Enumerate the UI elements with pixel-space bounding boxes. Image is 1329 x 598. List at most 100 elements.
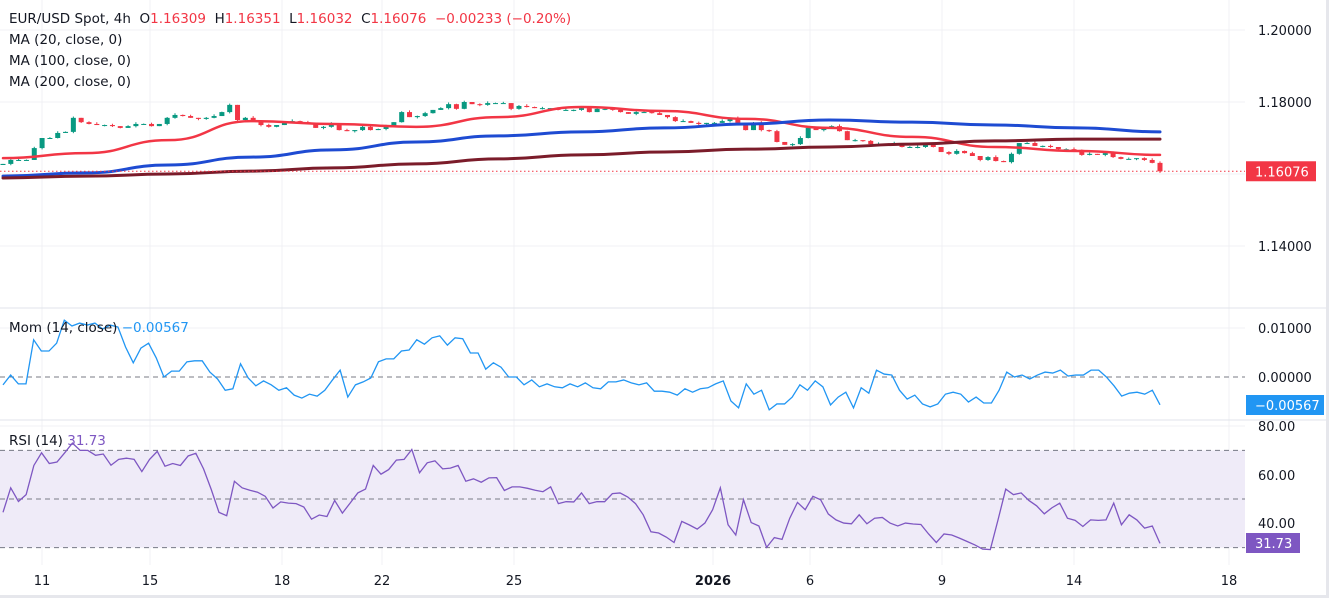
symbol-legend: EUR/USD Spot, 4h O1.16309 H1.16351 L1.16… <box>9 11 571 27</box>
time-axis-label: 15 <box>142 574 159 589</box>
candle-body <box>586 108 592 113</box>
candle-body <box>477 104 483 106</box>
candle-body <box>195 117 201 119</box>
candle-body <box>680 121 686 123</box>
candle-body <box>453 104 459 109</box>
candle-body <box>70 117 76 132</box>
candle-body <box>78 117 84 123</box>
ma200-line <box>1 137 1162 180</box>
time-axis-label: 22 <box>374 574 391 589</box>
candle-body <box>274 125 280 127</box>
candle-body <box>539 108 545 110</box>
axes: 1.20000 1.18000 1.14000 1.16076 0.01000 0.000… <box>34 24 1324 589</box>
candle-body <box>219 112 225 117</box>
candle-body <box>500 103 506 105</box>
candle-body <box>16 159 22 161</box>
candle-body <box>946 152 952 154</box>
momentum-legend[interactable]: Mom (14, close) −0.00567 <box>9 320 189 336</box>
candle-body <box>399 112 405 123</box>
rsi-axis-label: 80.00 <box>1258 420 1295 435</box>
time-axis-label: 18 <box>274 574 291 589</box>
candle-body <box>524 105 530 108</box>
candle-body <box>954 150 960 154</box>
candle-body <box>641 112 647 114</box>
candle-body <box>391 122 397 127</box>
candle-body <box>242 117 248 120</box>
candle-body <box>508 103 514 109</box>
candle-body <box>188 116 194 118</box>
candle-body <box>281 122 287 126</box>
candle-body <box>664 114 670 118</box>
candle-body <box>1008 153 1014 163</box>
candle-body <box>430 109 436 114</box>
candle-body <box>0 163 6 165</box>
ma100-line <box>1 118 1162 178</box>
last-price-badge <box>1246 161 1316 182</box>
rsi-axis-label: 60.00 <box>1258 469 1295 484</box>
candle-body <box>922 144 928 147</box>
candle-body <box>125 126 131 128</box>
candle-body <box>266 125 272 127</box>
candle-body <box>94 123 100 126</box>
candle-body <box>852 140 858 142</box>
candle-body <box>633 112 639 114</box>
candle-body <box>1118 157 1124 159</box>
candle-body <box>485 103 491 105</box>
candle-body <box>149 123 155 127</box>
close-label: C <box>361 11 371 27</box>
candle-body <box>1087 153 1093 155</box>
candle-body <box>797 138 803 145</box>
candle-body <box>258 121 264 126</box>
candle-body <box>469 102 475 105</box>
ma200-legend[interactable]: MA (200, close, 0) <box>9 74 132 90</box>
candle-body <box>602 108 608 110</box>
candle-body <box>86 122 92 124</box>
candle-body <box>750 122 756 131</box>
last-price-badge-text: 1.16076 <box>1255 165 1309 180</box>
candle-body <box>1040 145 1046 147</box>
candle-body <box>117 126 123 128</box>
momentum-axis-label: 0.00000 <box>1258 371 1312 386</box>
candle-body <box>1032 143 1038 146</box>
open-label: O <box>139 11 151 27</box>
rsi-axis-label: 40.00 <box>1258 517 1295 532</box>
candle-body <box>813 127 819 131</box>
candle-body <box>47 138 53 139</box>
candle-body <box>446 104 452 109</box>
candle-body <box>109 125 115 127</box>
candle-body <box>297 121 303 123</box>
candle-body <box>719 121 725 123</box>
candle-body <box>985 157 991 160</box>
momentum-axis-label: 0.01000 <box>1258 322 1312 337</box>
candle-body <box>1055 147 1061 150</box>
candle-body <box>360 126 366 131</box>
candle-body <box>844 131 850 141</box>
momentum-line <box>2 319 1161 411</box>
price-axis-label: 1.18000 <box>1258 96 1312 111</box>
candle-body <box>774 131 780 142</box>
candle-body <box>993 157 999 162</box>
ma100-legend[interactable]: MA (100, close, 0) <box>9 53 132 69</box>
rsi-value-badge <box>1246 533 1300 553</box>
candle-body <box>547 108 553 110</box>
candle-body <box>579 108 584 110</box>
high-value: 1.16351 <box>224 11 281 27</box>
candle-body <box>532 107 538 109</box>
candle-body <box>39 138 45 149</box>
candle-body <box>250 117 256 122</box>
candle-body <box>328 123 334 127</box>
candle-body <box>336 123 342 131</box>
time-axis-label: 6 <box>806 574 814 589</box>
candle-body <box>1141 158 1147 160</box>
rsi-legend[interactable]: RSI (14) 31.73 <box>9 433 106 449</box>
time-axis-label: 14 <box>1066 574 1083 589</box>
candle-body <box>1079 149 1085 155</box>
candle-body <box>696 122 702 124</box>
time-axis-label: 25 <box>506 574 523 589</box>
candle-body <box>422 113 428 117</box>
ma20-legend[interactable]: MA (20, close, 0) <box>9 32 123 48</box>
candle-body <box>969 153 975 156</box>
candle-body <box>711 122 717 124</box>
